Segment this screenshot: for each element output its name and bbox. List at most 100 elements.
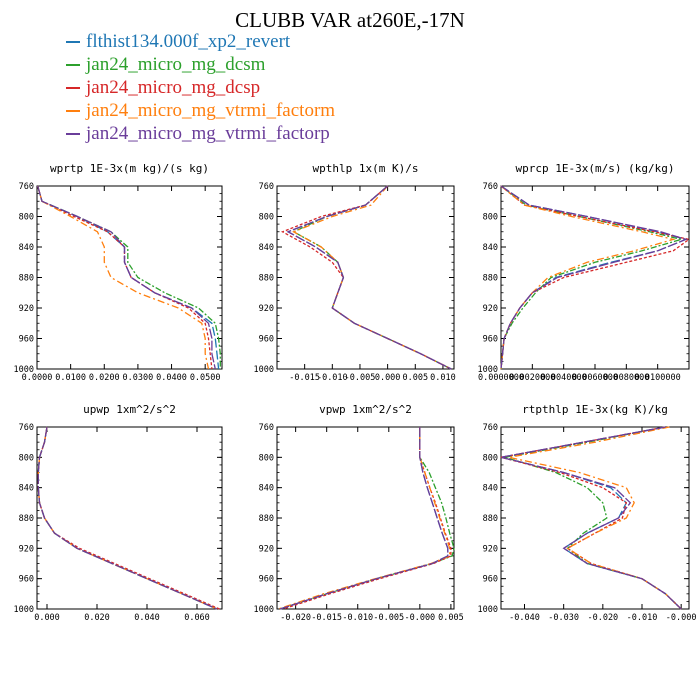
- x-tick-label: 0.0020000: [509, 373, 555, 383]
- legend-swatch: [66, 86, 80, 89]
- chart-panel: upwp 1xm^2/s^2 760 800 840 880 920 960 10000.00…: [14, 403, 223, 623]
- series-line: [500, 426, 682, 610]
- series-line: [504, 426, 682, 610]
- x-tick-label: -0.000: [666, 613, 697, 623]
- x-tick-label: 0.0400: [156, 373, 187, 383]
- y-tick-label: 880: [19, 514, 34, 524]
- plot-frame: [276, 185, 455, 370]
- x-tick-label: 0.000: [34, 613, 60, 623]
- x-tick-label: 0.060: [184, 613, 210, 623]
- y-tick-label: 760: [19, 182, 34, 192]
- y-tick-label: 760: [19, 423, 34, 433]
- legend-label: jan24_micro_mg_dcsm: [86, 53, 266, 75]
- x-tick-label: 0.0040000: [541, 373, 587, 383]
- series-line: [500, 185, 684, 370]
- y-tick-label: 960: [483, 575, 498, 585]
- series-line: [286, 185, 452, 370]
- y-tick-label: 840: [259, 484, 274, 494]
- x-tick-label: -0.015: [289, 373, 320, 383]
- y-tick-label: 840: [483, 243, 498, 253]
- x-tick-label: -0.010: [627, 613, 658, 623]
- y-tick-label: 920: [483, 304, 498, 314]
- chart-panel: wpthlp 1x(m K)/s 760 800 840 880 920 960 1000 -0…: [254, 162, 456, 383]
- y-tick-label: 960: [19, 575, 34, 585]
- x-tick-label: -0.020: [280, 613, 311, 623]
- series-line: [37, 185, 221, 369]
- x-tick-label: -0.030: [548, 613, 579, 623]
- y-tick-label: 800: [483, 213, 498, 223]
- x-tick-label: 0.0200: [89, 373, 120, 383]
- x-tick-label: -0.005: [373, 613, 404, 623]
- x-tick-label: 0.0000000: [478, 373, 524, 383]
- y-tick-label: 920: [19, 304, 34, 314]
- legend-item: jan24_micro_mg_vtrmi_factorp: [66, 122, 335, 145]
- chart-panel: wprcp 1E-3x(m/s) (kg/kg) 760 800 840 880 920 9…: [478, 162, 691, 383]
- chart-title: wprtp 1E-3x(m kg)/(s kg): [50, 162, 209, 175]
- y-tick-label: 880: [259, 514, 274, 524]
- series-line: [37, 185, 210, 370]
- x-tick-label: 0.0100000: [635, 373, 681, 383]
- x-tick-label: 0.040: [134, 613, 160, 623]
- y-tick-label: 1000: [478, 605, 498, 615]
- y-tick-label: 840: [19, 243, 34, 253]
- series-line: [292, 185, 452, 370]
- y-tick-label: 880: [483, 274, 498, 284]
- y-tick-label: 800: [19, 213, 34, 223]
- y-tick-label: 1000: [478, 365, 498, 375]
- series-line: [277, 427, 451, 610]
- series-line: [500, 426, 682, 610]
- y-tick-label: 800: [259, 213, 274, 223]
- series-line: [500, 185, 688, 370]
- x-tick-label: 0.000: [375, 373, 401, 383]
- legend-item: jan24_micro_mg_dcsp: [66, 76, 335, 99]
- plot-frame: [36, 426, 223, 610]
- legend-label: jan24_micro_mg_dcsp: [86, 76, 261, 98]
- y-tick-label: 960: [19, 335, 34, 345]
- y-tick-label: 920: [19, 544, 34, 554]
- legend-swatch: [66, 132, 80, 135]
- y-tick-label: 1000: [14, 365, 34, 375]
- series-line: [279, 427, 455, 610]
- series-line: [37, 426, 218, 610]
- legend-item: flthist134.000f_xp2_revert: [66, 30, 335, 53]
- x-tick-label: 0.0060000: [572, 373, 618, 383]
- chart-panel: wprtp 1E-3x(m kg)/(s kg) 760 800 840 880 920 9…: [14, 162, 223, 383]
- y-tick-label: 920: [483, 544, 498, 554]
- y-tick-label: 760: [483, 423, 498, 433]
- y-tick-label: 880: [259, 274, 274, 284]
- page-title: CLUBB VAR at260E,-17N: [235, 8, 465, 32]
- y-tick-label: 760: [483, 182, 498, 192]
- x-tick-label: -0.020: [587, 613, 618, 623]
- chart-title: upwp 1xm^2/s^2: [83, 403, 176, 416]
- series-line: [500, 185, 691, 370]
- plot-frame: [500, 426, 690, 610]
- legend-label: jan24_micro_mg_vtrmi_factorm: [86, 99, 336, 121]
- x-tick-label: -0.000: [404, 613, 435, 623]
- legend-swatch: [66, 40, 80, 43]
- series-line: [286, 185, 452, 370]
- chart-panel: vpwp 1xm^2/s^2 760 800 840 880 920 960 1000 -0.0…: [254, 403, 464, 623]
- chart-title: wprcp 1E-3x(m/s) (kg/kg): [516, 162, 675, 175]
- y-tick-label: 880: [483, 514, 498, 524]
- y-tick-label: 960: [259, 335, 274, 345]
- x-tick-label: 0.020: [84, 613, 110, 623]
- series-line: [37, 426, 218, 610]
- series-line: [500, 185, 688, 370]
- series-line: [37, 426, 220, 610]
- x-tick-label: -0.040: [509, 613, 540, 623]
- y-tick-label: 1000: [14, 605, 34, 615]
- chart-panel: rtpthlp 1E-3x(kg K)/kg 760 800 840 880 920 960…: [478, 403, 697, 623]
- x-tick-label: -0.015: [311, 613, 342, 623]
- chart-title: wpthlp 1x(m K)/s: [313, 162, 419, 175]
- y-tick-label: 760: [259, 182, 274, 192]
- y-tick-label: 800: [259, 453, 274, 463]
- y-tick-label: 840: [19, 484, 34, 494]
- x-tick-label: 0.0500: [190, 373, 221, 383]
- y-tick-label: 880: [19, 274, 34, 284]
- chart-title: rtpthlp 1E-3x(kg K)/kg: [522, 403, 668, 416]
- plot-frame: [500, 185, 690, 370]
- x-tick-label: -0.005: [345, 373, 376, 383]
- legend: flthist134.000f_xp2_revert jan24_micro_m…: [66, 30, 335, 145]
- series-line: [279, 427, 449, 610]
- legend-label: jan24_micro_mg_vtrmi_factorp: [86, 122, 330, 144]
